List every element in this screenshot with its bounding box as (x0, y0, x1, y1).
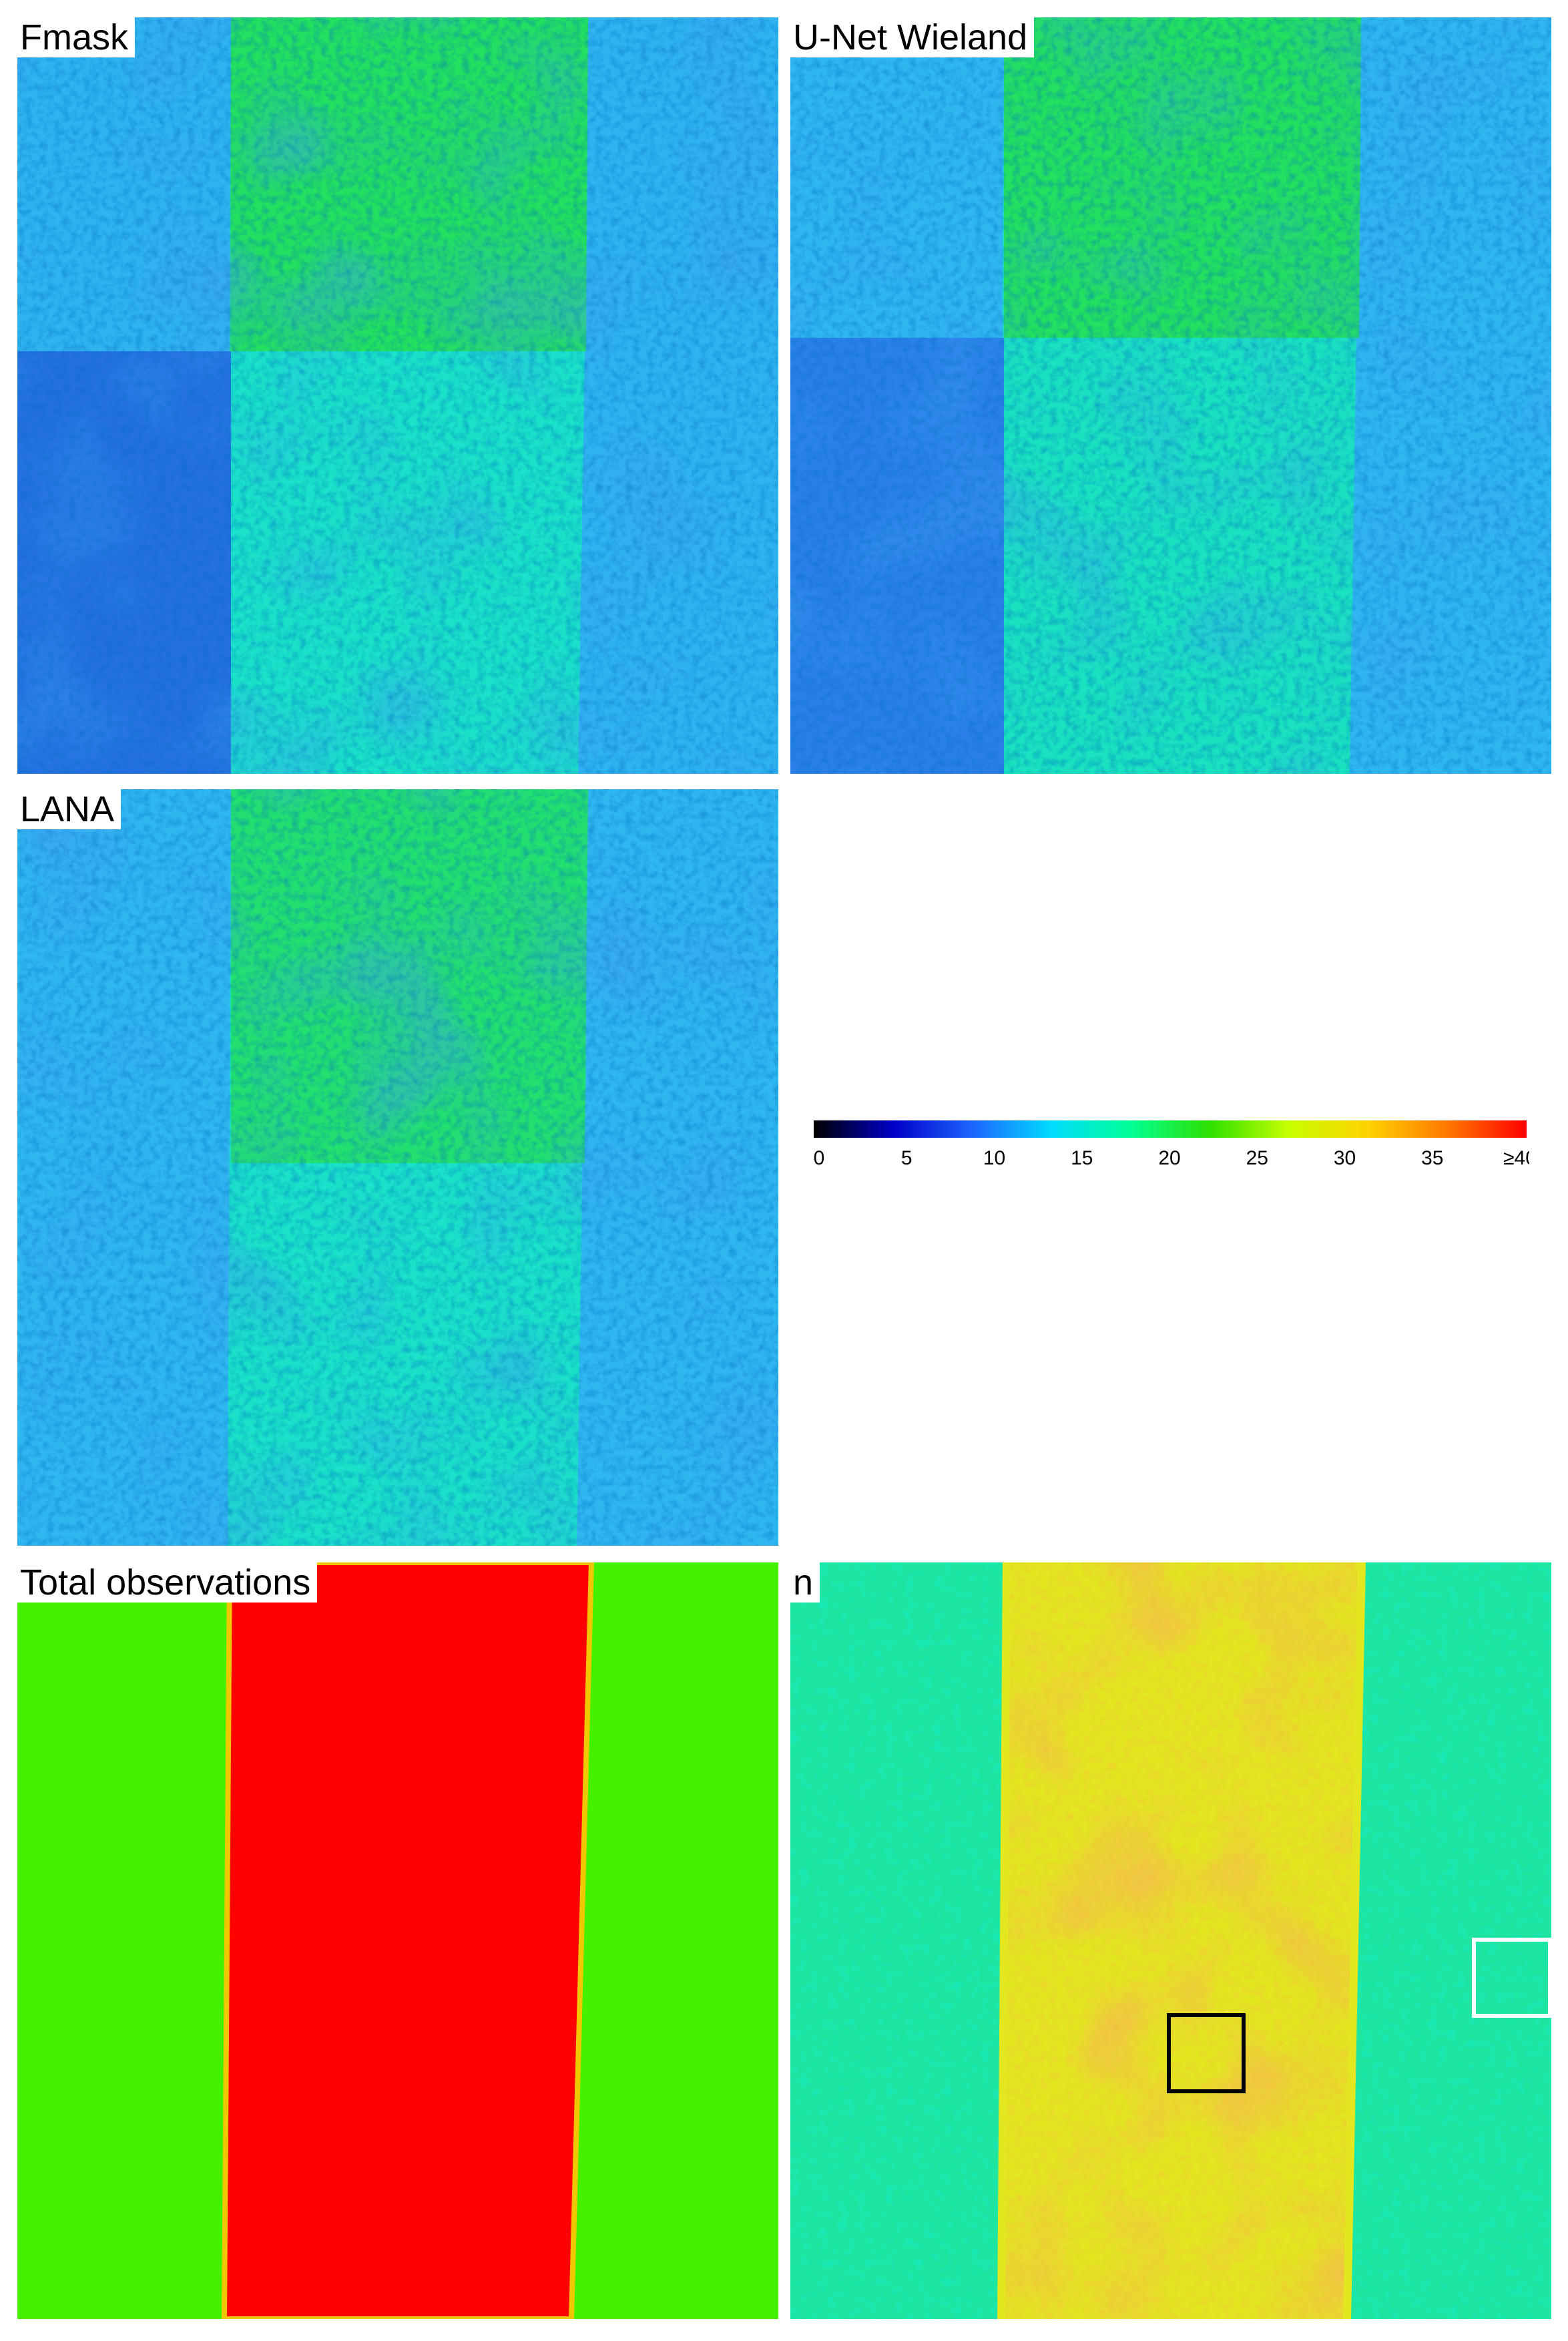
colorbar-tick-label: 5 (901, 1147, 912, 1169)
colorbar-tick-label: 35 (1421, 1147, 1443, 1169)
black-inset-box (1167, 2013, 1246, 2093)
n-map (790, 1562, 1551, 2319)
colorbar-ticks: 0 5 10 15 20 25 30 35 ≥40 (814, 1147, 1529, 1169)
panel-title: Fmask (17, 17, 135, 57)
fmask-map (17, 17, 778, 774)
colorbar-tick-label: 10 (983, 1147, 1005, 1169)
lana-panel: LANA (17, 789, 778, 1546)
fmask-panel: Fmask (17, 17, 778, 774)
n-panel: n (790, 1562, 1551, 2319)
colorbar-tick-label: 30 (1334, 1147, 1356, 1169)
white-inset-box (1472, 1938, 1551, 2018)
colorbar-gradient (814, 1120, 1527, 1138)
panel-title: U-Net Wieland (790, 17, 1035, 57)
colorbar-tick-label: 0 (814, 1147, 825, 1169)
colorbar-tick-label: 15 (1071, 1147, 1093, 1169)
panel-title: n (790, 1562, 820, 1603)
colorbar-tick-label: 25 (1246, 1147, 1268, 1169)
total-observations-map (17, 1562, 778, 2319)
unet-wieland-panel: U-Net Wieland (790, 17, 1551, 774)
panel-title: LANA (17, 789, 121, 829)
lana-map (17, 789, 778, 1546)
unet-wieland-map (790, 17, 1551, 774)
colorbar-tick-label: 20 (1158, 1147, 1180, 1169)
total-observations-panel: Total observations (17, 1562, 778, 2319)
colorbar-tick-label: ≥40 (1503, 1147, 1529, 1169)
colorbar: 0 5 10 15 20 25 30 35 ≥40 (814, 1120, 1529, 1169)
panel-title: Total observations (17, 1562, 318, 1603)
